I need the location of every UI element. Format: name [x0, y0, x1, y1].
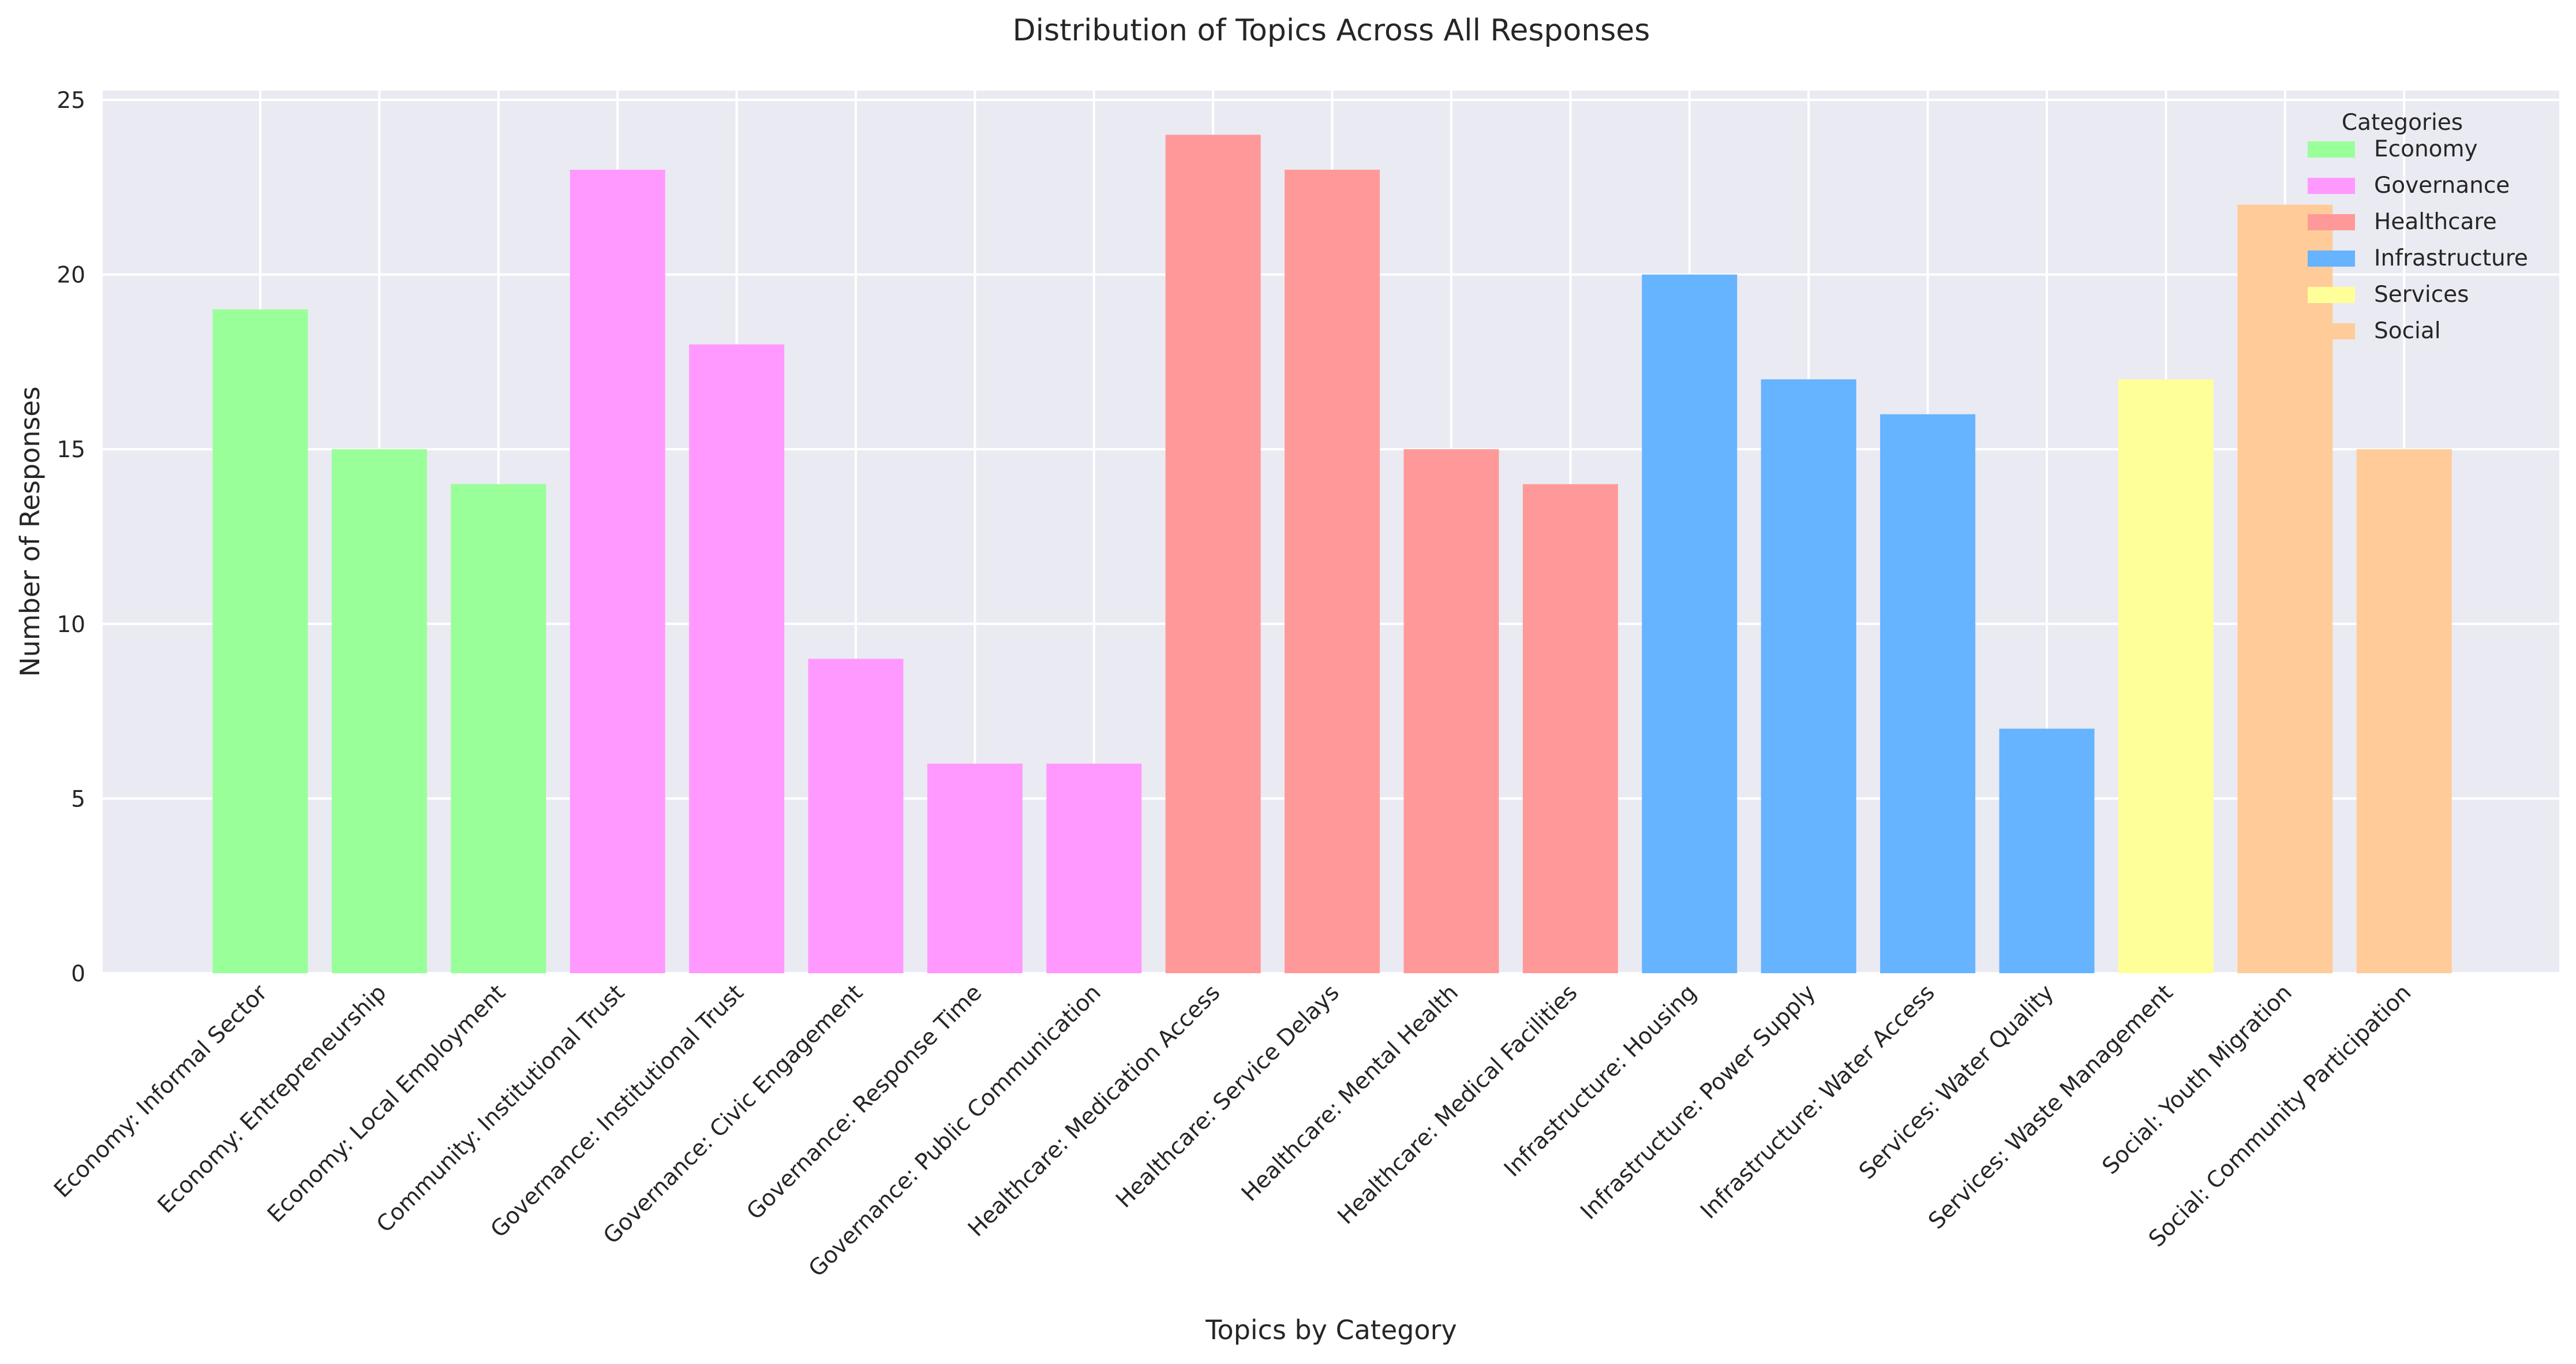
bar: [927, 763, 1023, 973]
y-axis-label: Number of Responses: [14, 386, 46, 677]
bar: [808, 659, 904, 973]
x-axis-label: Topics by Category: [1205, 1314, 1457, 1346]
bar: [1642, 274, 1738, 974]
bar: [2118, 379, 2214, 974]
y-tick-label: 5: [71, 786, 85, 812]
legend-title: Categories: [2342, 110, 2463, 136]
legend-label: Social: [2374, 318, 2441, 344]
bar: [689, 344, 785, 973]
legend-swatch: [2308, 141, 2355, 158]
legend-entries: Economy Governance Healthcare Infrastructur…: [2308, 136, 2528, 344]
y-axis-ticks: 0 5 10 15 20 25: [57, 88, 85, 987]
bar: [1285, 170, 1380, 973]
legend-label: Services: [2374, 282, 2469, 308]
legend-label: Infrastructure: [2374, 245, 2528, 271]
bar: [1880, 414, 1976, 973]
legend-label: Healthcare: [2374, 209, 2497, 235]
bar: [570, 170, 665, 973]
legend-swatch: [2308, 323, 2355, 339]
y-tick-label: 0: [71, 961, 85, 987]
legend-swatch: [2308, 178, 2355, 194]
bar: [331, 449, 427, 973]
bar: [451, 484, 546, 973]
legend-label: Governance: [2374, 173, 2510, 199]
y-tick-label: 25: [57, 88, 85, 114]
bar: [1522, 484, 1618, 973]
bar: [1999, 728, 2095, 973]
legend-swatch: [2308, 251, 2355, 267]
legend-swatch: [2308, 214, 2355, 230]
bar: [212, 309, 308, 973]
legend-swatch: [2308, 287, 2355, 303]
bar: [2237, 204, 2333, 973]
legend: Categories Economy Governance Healthcare In…: [2308, 110, 2528, 344]
legend-label: Economy: [2374, 136, 2478, 162]
bar: [1165, 134, 1261, 973]
y-tick-label: 15: [57, 437, 85, 463]
bar: [1046, 763, 1142, 973]
bar: [1761, 379, 1856, 974]
y-tick-label: 10: [57, 612, 85, 638]
chart-title: Distribution of Topics Across All Respon…: [1013, 13, 1650, 48]
y-tick-label: 20: [57, 263, 85, 289]
bar: [2356, 449, 2452, 973]
bar: [1403, 449, 1499, 973]
